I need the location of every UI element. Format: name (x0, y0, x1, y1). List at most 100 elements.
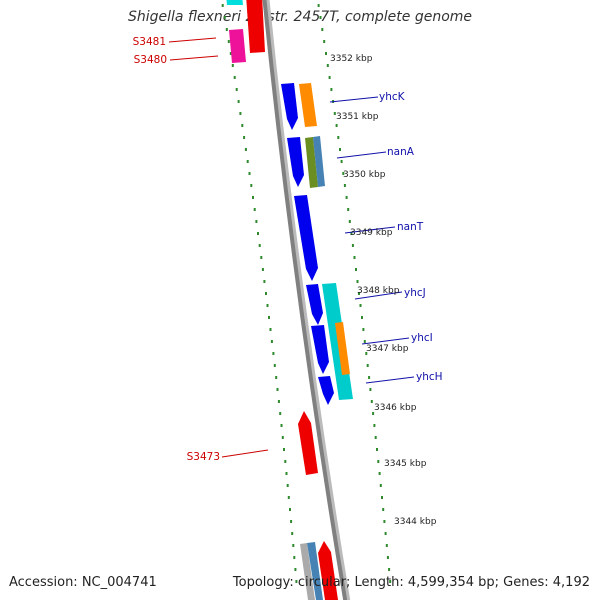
scale-tick (291, 532, 294, 535)
accession-text: Accession: NC_004741 (9, 575, 157, 590)
scale-tick (317, 4, 320, 7)
scale-tick (229, 52, 232, 55)
scale-tick (384, 532, 387, 535)
kbp-label: 3346 kbp (374, 403, 417, 413)
scale-tick (252, 196, 254, 199)
cog-bar-olive[interactable] (305, 137, 318, 188)
locus-labels: S3481 S3480 S3473 (133, 36, 269, 463)
scale-tick (241, 124, 244, 127)
kbp-label: 3351 kbp (336, 112, 379, 122)
scale-tick (382, 508, 385, 511)
cog-bar-grey[interactable] (300, 543, 315, 600)
scale-tick (343, 184, 346, 187)
scale-tick (383, 520, 386, 523)
scale-tick (294, 568, 297, 571)
cds-arrow-reverse[interactable] (246, 0, 265, 53)
scale-tick (263, 280, 266, 283)
scale-tick (295, 580, 298, 583)
locus-label[interactable]: S3473 (187, 451, 220, 463)
scale-tick (246, 160, 249, 163)
scale-tick (323, 40, 326, 43)
gene-label[interactable]: nanT (397, 221, 424, 233)
scale-tick (326, 64, 329, 67)
scale-tick (250, 184, 253, 187)
scale-tick (362, 328, 365, 331)
scale-tick (273, 364, 276, 367)
scale-tick (269, 328, 272, 331)
kbp-label: 3350 kbp (343, 170, 386, 180)
scale-tick (385, 544, 388, 547)
gene-label[interactable]: yhcI (411, 332, 433, 344)
scale-tick (358, 292, 360, 295)
scale-tick (381, 496, 383, 499)
kbp-label: 3348 kbp (357, 286, 400, 296)
scale-tick (366, 364, 369, 367)
map-title: Shigella flexneri 2a str. 2457T, complet… (127, 9, 473, 25)
scale-tick (260, 256, 263, 259)
scale-tick (333, 112, 336, 115)
scale-tick (377, 460, 380, 463)
scale-tick (328, 76, 331, 79)
cog-bar-steelblue[interactable] (313, 136, 325, 187)
scale-tick (348, 220, 351, 223)
cog-bar-magenta[interactable] (229, 29, 246, 63)
gene-label[interactable]: yhcH (416, 371, 443, 383)
scale-tick (289, 508, 291, 511)
scale-tick (337, 136, 340, 139)
scale-tick (227, 40, 230, 43)
locus-label[interactable]: S3481 (133, 36, 166, 48)
gene-label[interactable]: yhcK (379, 91, 406, 103)
cog-bar-orange[interactable] (335, 322, 350, 375)
cds-arrow-forward[interactable] (281, 83, 298, 130)
cds-arrow-reverse[interactable] (318, 541, 338, 600)
cds-arrow-forward[interactable] (287, 137, 304, 187)
scale-tick (370, 400, 373, 403)
scale-tick (270, 340, 273, 343)
scale-tick (239, 112, 242, 115)
gene-label[interactable]: yhcJ (404, 287, 426, 299)
scale-tick (389, 580, 392, 583)
scale-tick (286, 484, 289, 487)
kbp-label: 3347 kbp (366, 344, 409, 354)
scale-tick (233, 76, 236, 79)
kbp-label: 3349 kbp (350, 228, 393, 238)
cds-arrow-reverse[interactable] (298, 411, 318, 475)
scale-tick (243, 136, 246, 139)
scale-tick (279, 412, 282, 415)
scale-tick (373, 424, 376, 427)
scale-tick (287, 496, 290, 499)
scale-tick (350, 232, 353, 235)
cog-bar-cyan-top[interactable] (226, 0, 243, 5)
cog-bar-orange[interactable] (299, 83, 317, 127)
scale-tick (374, 436, 377, 439)
scale-tick (225, 28, 228, 31)
scale-tick (277, 400, 280, 403)
scale-tick (335, 124, 338, 127)
scale-tick (237, 100, 240, 103)
cds-arrow-forward[interactable] (311, 325, 329, 374)
scale-tick (325, 52, 327, 55)
scale-tick (221, 4, 224, 7)
scale-tick (340, 160, 343, 163)
scale-tick (268, 316, 270, 319)
cds-arrow-forward[interactable] (306, 284, 323, 325)
scale-tick (347, 208, 350, 211)
cog-bar-steelblue[interactable] (307, 542, 323, 600)
scale-tick (292, 544, 295, 547)
scale-tick (235, 88, 238, 91)
scale-tick (255, 220, 258, 223)
gene-label[interactable]: nanA (387, 146, 415, 158)
scale-tick (379, 484, 382, 487)
cds-arrow-forward[interactable] (294, 195, 318, 281)
scale-tick (319, 16, 322, 19)
scale-tick (248, 172, 251, 175)
cds-arrow-forward[interactable] (318, 376, 334, 405)
scale-tick (283, 448, 285, 451)
scale-tick (376, 448, 378, 451)
scale-tick (253, 208, 256, 211)
scale-tick (261, 268, 264, 271)
scale-tick (285, 472, 288, 475)
locus-label[interactable]: S3480 (134, 54, 167, 66)
scale-tick (244, 148, 247, 151)
